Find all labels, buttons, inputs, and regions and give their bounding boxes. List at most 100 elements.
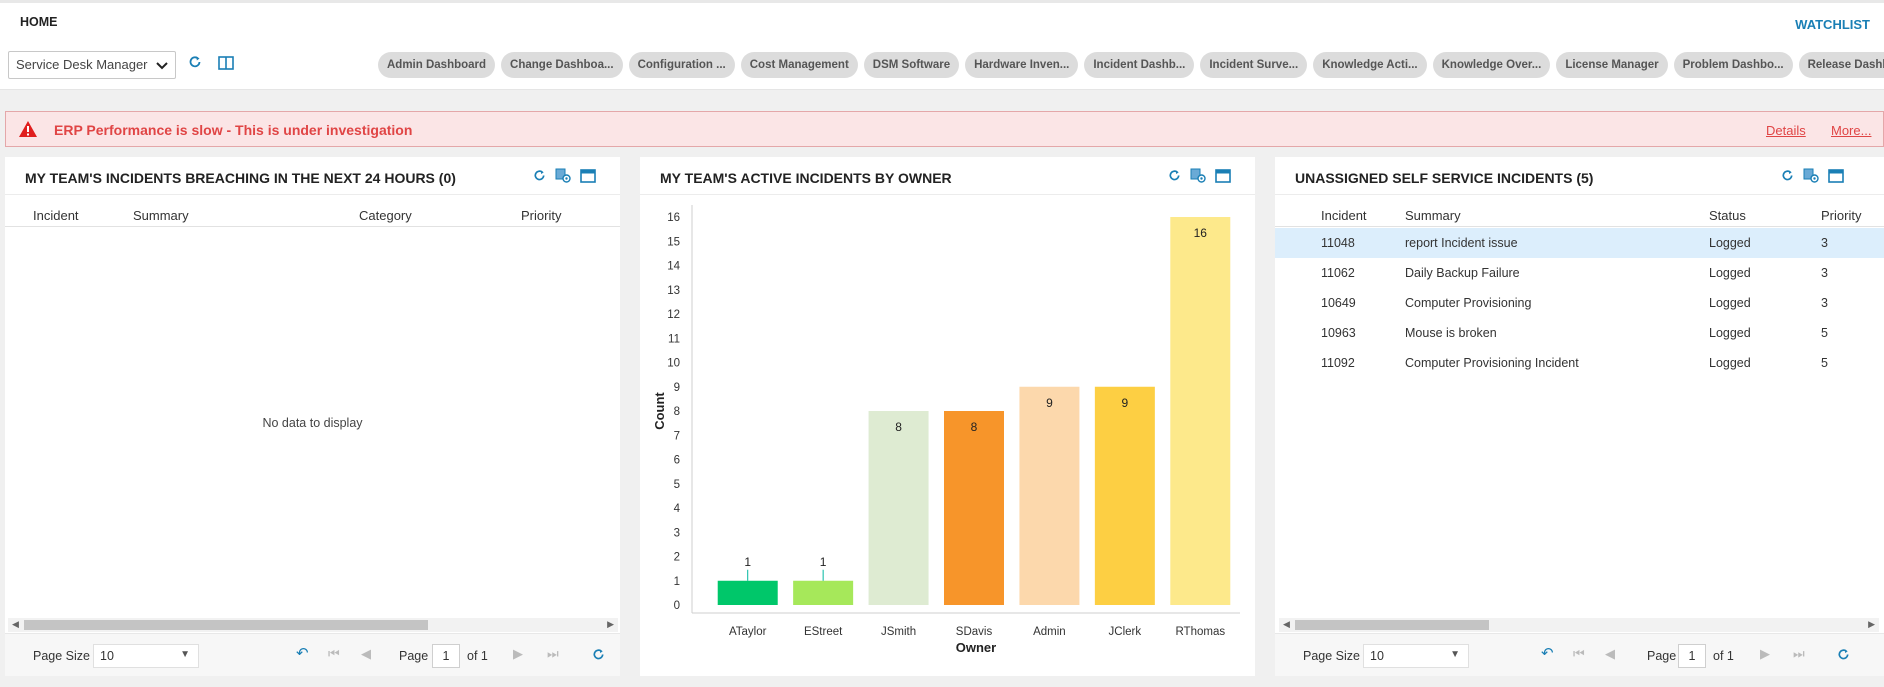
- x-tick-label: ATaylor: [729, 626, 767, 638]
- caret-down-icon: ▼: [1450, 649, 1460, 660]
- alert-details-link[interactable]: Details: [1766, 123, 1806, 138]
- scroll-left-icon[interactable]: ◀: [12, 619, 19, 629]
- first-page-icon[interactable]: ⏮: [328, 646, 340, 661]
- page-size-select[interactable]: 10 ▼: [1363, 644, 1469, 668]
- cell-status: Logged: [1709, 296, 1751, 310]
- next-page-icon[interactable]: ▶: [1760, 646, 1770, 661]
- dashboard-chip[interactable]: Incident Surve...: [1200, 52, 1308, 78]
- dashboard-chip[interactable]: Release Dashbo...: [1798, 52, 1884, 78]
- horizontal-scrollbar[interactable]: ◀ ▶: [1279, 618, 1879, 632]
- dashboard-chip[interactable]: Hardware Inven...: [965, 52, 1079, 78]
- watchlist-link[interactable]: WATCHLIST: [1795, 17, 1870, 32]
- alert-more-link[interactable]: More...: [1831, 123, 1872, 138]
- breaching-incidents-panel: MY TEAM'S INCIDENTS BREACHING IN THE NEX…: [5, 157, 620, 676]
- chart-bar: [868, 411, 929, 605]
- maximize-icon[interactable]: [580, 168, 596, 183]
- undo-icon[interactable]: ↶: [296, 645, 309, 662]
- refresh-icon[interactable]: [592, 648, 605, 661]
- x-tick-label: RThomas: [1175, 626, 1225, 638]
- table-row[interactable]: 10649 Computer Provisioning Logged 3: [1275, 288, 1884, 318]
- unassigned-incidents-panel: UNASSIGNED SELF SERVICE INCIDENTS (5) In…: [1275, 157, 1884, 676]
- next-page-icon[interactable]: ▶: [513, 646, 523, 661]
- scroll-left-icon[interactable]: ◀: [1283, 619, 1290, 629]
- column-header-incident[interactable]: Incident: [33, 208, 79, 223]
- y-tick-label: 10: [667, 358, 680, 370]
- page-count-label: of 1: [467, 649, 488, 663]
- last-page-icon[interactable]: ⏭: [547, 646, 559, 661]
- refresh-icon[interactable]: [188, 55, 202, 69]
- page-size-value: 10: [100, 649, 114, 663]
- refresh-icon[interactable]: [1781, 169, 1794, 182]
- cell-summary: report Incident issue: [1405, 236, 1518, 250]
- refresh-icon[interactable]: [1168, 169, 1181, 182]
- page-label: Page: [399, 649, 429, 663]
- dashboard-chip[interactable]: Configuration ...: [628, 52, 735, 78]
- column-header-category[interactable]: Category: [359, 208, 412, 223]
- warning-icon: [19, 121, 37, 137]
- export-settings-icon[interactable]: [1190, 168, 1206, 183]
- scrollbar-thumb[interactable]: [1295, 620, 1489, 630]
- dashboard-chip[interactable]: Change Dashboa...: [501, 52, 623, 78]
- y-tick-label: 7: [674, 430, 680, 442]
- layout-icon[interactable]: [218, 56, 234, 70]
- panel-title: MY TEAM'S ACTIVE INCIDENTS BY OWNER: [660, 170, 952, 186]
- first-page-icon[interactable]: ⏮: [1573, 646, 1585, 661]
- table-row[interactable]: 11092 Computer Provisioning Incident Log…: [1275, 348, 1884, 378]
- dashboard-chip[interactable]: Cost Management: [740, 52, 858, 78]
- dashboard-chip[interactable]: Incident Dashb...: [1084, 52, 1195, 78]
- chart-bar: [1170, 217, 1231, 605]
- y-tick-label: 2: [674, 552, 680, 564]
- table-row[interactable]: 10963 Mouse is broken Logged 5: [1275, 318, 1884, 348]
- column-header-priority[interactable]: Priority: [1821, 208, 1862, 223]
- horizontal-scrollbar[interactable]: ◀ ▶: [8, 618, 618, 632]
- maximize-icon[interactable]: [1215, 168, 1231, 183]
- dashboard-chip[interactable]: Knowledge Over...: [1432, 52, 1551, 78]
- refresh-icon[interactable]: [1837, 648, 1850, 661]
- maximize-icon[interactable]: [1828, 168, 1844, 183]
- grid-pager: Page Size 10 ▼ ↶ ⏮ ◀ Page 1 of 1 ▶ ⏭: [1275, 633, 1884, 676]
- undo-icon[interactable]: ↶: [1541, 645, 1554, 662]
- bar-value-label: 8: [971, 420, 978, 434]
- column-header-status[interactable]: Status: [1709, 208, 1746, 223]
- column-header-incident[interactable]: Incident: [1321, 208, 1367, 223]
- table-row[interactable]: 11048 report Incident issue Logged 3: [1275, 228, 1884, 258]
- previous-page-icon[interactable]: ◀: [1605, 646, 1615, 661]
- cell-status: Logged: [1709, 356, 1751, 370]
- scrollbar-thumb[interactable]: [24, 620, 428, 630]
- cell-priority: 3: [1821, 236, 1828, 250]
- cell-priority: 5: [1821, 326, 1828, 340]
- chart-bar: [1094, 386, 1155, 605]
- dashboard-chip[interactable]: Problem Dashbo...: [1673, 52, 1793, 78]
- grid-pager: Page Size 10 ▼ ↶ ⏮ ◀ Page 1 of 1 ▶ ⏭: [5, 633, 620, 676]
- page-number-input[interactable]: 1: [432, 644, 460, 668]
- column-header-summary[interactable]: Summary: [1405, 208, 1461, 223]
- tab-home[interactable]: HOME: [10, 9, 68, 41]
- previous-page-icon[interactable]: ◀: [361, 646, 371, 661]
- panel-divider: [1275, 194, 1884, 195]
- bar-value-label: 8: [895, 420, 902, 434]
- y-tick-label: 6: [674, 455, 680, 467]
- refresh-icon[interactable]: [533, 169, 546, 182]
- last-page-icon[interactable]: ⏭: [1793, 646, 1805, 661]
- scroll-right-icon[interactable]: ▶: [607, 619, 614, 629]
- scroll-right-icon[interactable]: ▶: [1868, 619, 1875, 629]
- dashboard-chip[interactable]: Knowledge Acti...: [1313, 52, 1427, 78]
- dashboard-chip[interactable]: License Manager: [1556, 52, 1668, 78]
- panel-divider: [5, 194, 620, 195]
- panel-title: UNASSIGNED SELF SERVICE INCIDENTS (5): [1295, 170, 1594, 186]
- dashboard-view-select[interactable]: Service Desk Manager: [8, 51, 176, 79]
- y-tick-label: 0: [674, 600, 680, 612]
- page-size-select[interactable]: 10 ▼: [93, 644, 199, 668]
- dashboard-chip[interactable]: DSM Software: [863, 52, 960, 78]
- column-header-summary[interactable]: Summary: [133, 208, 189, 223]
- export-settings-icon[interactable]: [1803, 168, 1819, 183]
- y-tick-label: 3: [674, 527, 680, 539]
- column-header-priority[interactable]: Priority: [521, 208, 562, 223]
- panel-divider: [640, 194, 1255, 195]
- x-tick-label: JClerk: [1109, 626, 1142, 638]
- dashboard-chip[interactable]: Admin Dashboard: [378, 52, 496, 78]
- table-row[interactable]: 11062 Daily Backup Failure Logged 3: [1275, 258, 1884, 288]
- export-settings-icon[interactable]: [555, 168, 571, 183]
- page-number-input[interactable]: 1: [1678, 644, 1706, 668]
- panel-actions: [533, 168, 596, 183]
